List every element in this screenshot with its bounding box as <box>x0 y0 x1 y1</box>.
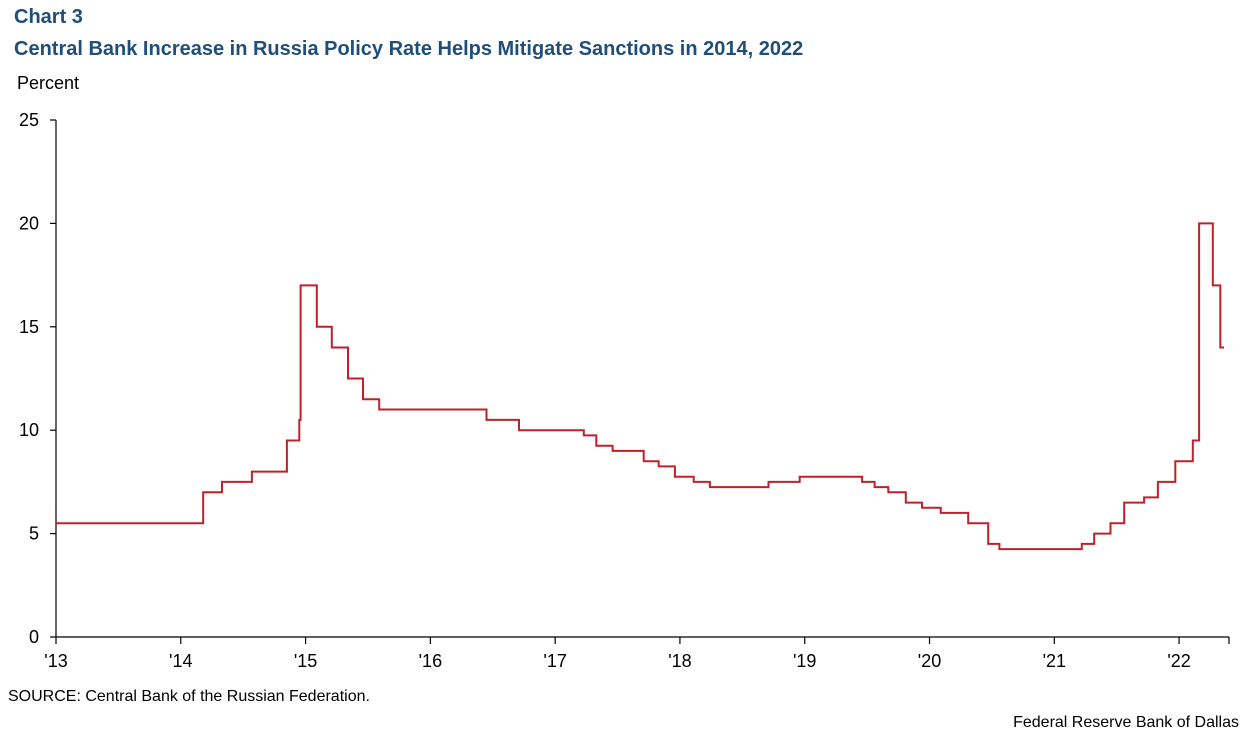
x-tick-label: '13 <box>44 651 67 671</box>
y-tick-label: 0 <box>29 627 39 647</box>
axes <box>50 119 1230 644</box>
x-tick-label: '19 <box>793 651 816 671</box>
y-tick-label: 20 <box>19 213 39 233</box>
credit-line: Federal Reserve Bank of Dallas <box>1013 714 1239 731</box>
x-tick-label: '16 <box>419 651 442 671</box>
x-tick-label: '17 <box>543 651 566 671</box>
series-layer <box>56 222 1224 551</box>
y-axis-unit-label: Percent <box>17 73 80 93</box>
source-note: SOURCE: Central Bank of the Russian Fede… <box>8 688 370 705</box>
chart-title: Central Bank Increase in Russia Policy R… <box>14 38 804 60</box>
y-tick-label: 5 <box>29 524 39 544</box>
x-tick-label: '20 <box>918 651 941 671</box>
y-tick-label: 10 <box>19 420 39 440</box>
x-tick-label: '18 <box>668 651 691 671</box>
tick-labels: 0 5 10 15 20 25 '13 '14 '15 '16 '17 '18 '19 '20 '21 '22 <box>19 110 1191 671</box>
x-tick-label: '21 <box>1043 651 1066 671</box>
x-tick-label: '15 <box>294 651 317 671</box>
x-tick-label: '14 <box>169 651 192 671</box>
policy-rate-line <box>56 222 1224 551</box>
x-tick-label: '22 <box>1167 651 1190 671</box>
chart-number: Chart 3 <box>14 6 83 28</box>
y-tick-label: 15 <box>19 317 39 337</box>
y-tick-label: 25 <box>19 110 39 130</box>
